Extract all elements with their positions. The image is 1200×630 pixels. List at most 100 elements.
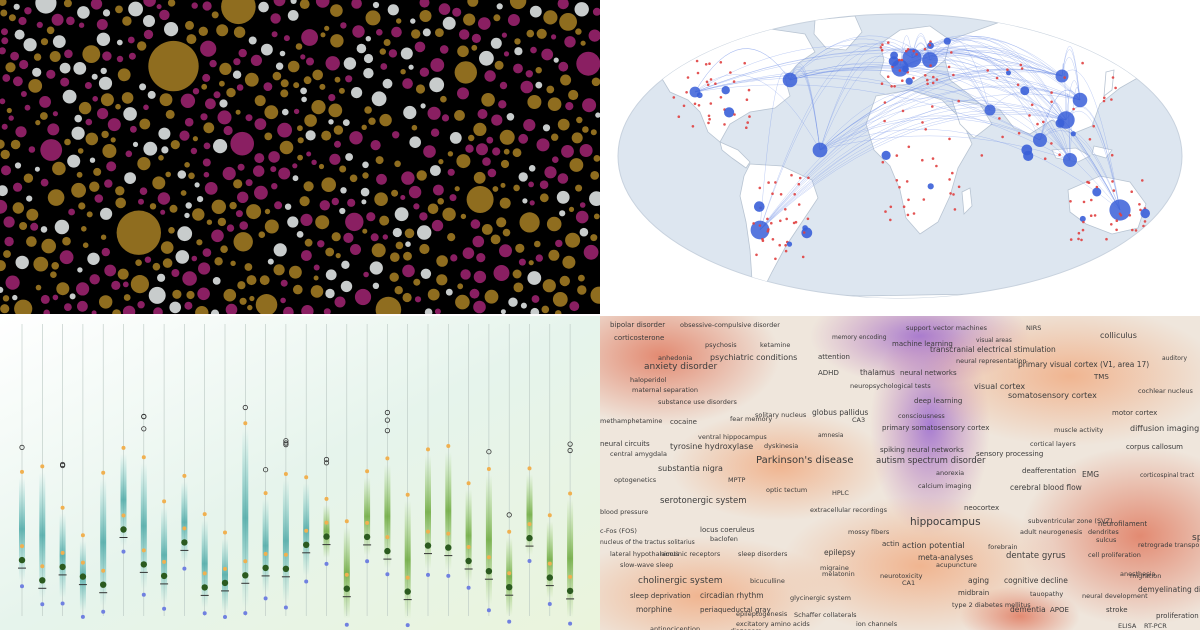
bubble [139,187,148,195]
airport-marker [797,182,801,186]
bubble [283,306,294,314]
bubble [536,138,550,152]
airport-marker [1105,237,1108,241]
bubble [161,146,169,154]
term-label: consciousness [898,412,945,420]
bubble [99,295,113,309]
bubble [165,109,175,119]
bubble [530,307,540,314]
quartile-point [466,545,471,549]
airport-marker [887,41,890,44]
flight-route [911,47,1071,161]
flight-route [759,109,1067,231]
upper-point [202,512,207,517]
airport-marker [766,230,770,233]
bubble [479,50,494,66]
flight-route [694,67,1081,101]
landmass-australia [1067,175,1147,235]
median-point [140,561,147,568]
bubble [96,19,108,30]
bubble [568,89,579,101]
bubble [523,119,536,132]
landmass-central-america [719,141,751,169]
bubble [283,35,290,42]
boxplot-strip-group [18,324,575,628]
bubble [280,79,289,88]
airport-marker [1142,234,1146,238]
bubble [222,166,236,181]
bubble [555,239,563,248]
bubble [502,228,511,237]
bubble [143,104,149,111]
term-label: primary somatosensory cortex [882,424,989,432]
airport-marker [1119,214,1123,217]
airport-marker [881,160,885,164]
term-label: acupuncture [936,561,977,569]
bubble [239,221,248,230]
box-range-bar [59,513,66,598]
term-label: Parkinson's disease [756,455,854,466]
airport-marker [880,82,884,85]
bubble [159,93,173,107]
outlier-point [242,404,248,411]
term-label: melatonin [822,570,855,578]
airport-marker [1092,187,1102,197]
bubble [59,62,71,74]
box-range-bar [181,481,188,563]
bubble [43,309,50,314]
bubble [431,219,444,232]
median-point [59,563,66,571]
bubble [470,219,481,229]
term-label: ketamine [760,341,790,349]
bubble [400,47,413,60]
term-label: somatosensory cortex [1008,391,1097,400]
term-label: corticospinal tract [1140,472,1195,479]
flight-route [694,70,1081,101]
lower-point [466,585,471,590]
bubble [292,175,299,182]
airport-marker [897,58,901,62]
term-label: cerebral blood flow [1010,483,1082,492]
bubble [363,53,374,64]
lower-point [405,623,410,628]
flight-route [819,135,1071,161]
quartile-point [344,572,349,577]
bubble [441,114,450,122]
median-point [160,572,168,580]
bubble [282,108,289,116]
bubble [363,271,369,278]
bubble [219,62,232,75]
term-label: nucleus of the tractus solitarius [600,539,695,546]
median-point [424,542,432,549]
bubble [539,180,549,189]
airport-marker [943,37,951,45]
bubble [408,185,422,199]
bubble [449,132,462,144]
bubble [213,139,228,154]
flight-route [759,112,1067,231]
flight-route [819,118,1041,151]
airport-marker [912,76,915,80]
term-label: obsessive-compulsive disorder [680,321,780,329]
bubble [343,232,354,243]
airport-marker [1043,157,1047,160]
bubble [272,71,282,81]
lower-point [568,621,573,626]
bubble [94,194,104,203]
bubble [442,207,456,221]
flight-route [911,48,1121,211]
term-label: Schaffer collaterals [794,611,857,619]
bubble [69,293,76,300]
airport-marker [797,203,801,206]
bubble [503,148,510,155]
bubble [476,253,486,263]
flight-route [1039,130,1121,211]
airport-marker [766,217,769,221]
bubble [175,250,190,264]
airport-marker [907,198,910,202]
bubble [1,165,11,176]
bubble [115,197,126,209]
bubble [430,165,441,176]
bubble [481,224,493,235]
term-label: spiking neural networks [880,446,964,454]
